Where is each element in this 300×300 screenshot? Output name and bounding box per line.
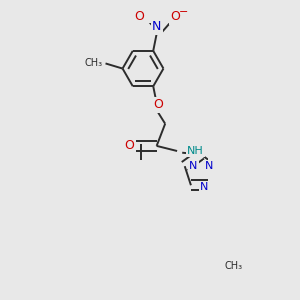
Text: N: N (189, 161, 197, 171)
Text: N: N (200, 182, 208, 192)
Text: O: O (170, 10, 180, 23)
Text: NH: NH (187, 146, 204, 156)
Text: O: O (124, 140, 134, 152)
Text: CH₃: CH₃ (85, 58, 103, 68)
Text: O: O (153, 98, 163, 112)
Text: N: N (204, 161, 213, 171)
Text: N: N (152, 20, 161, 34)
Text: −: − (179, 7, 189, 17)
Text: CH₃: CH₃ (225, 261, 243, 271)
Text: O: O (135, 10, 145, 23)
